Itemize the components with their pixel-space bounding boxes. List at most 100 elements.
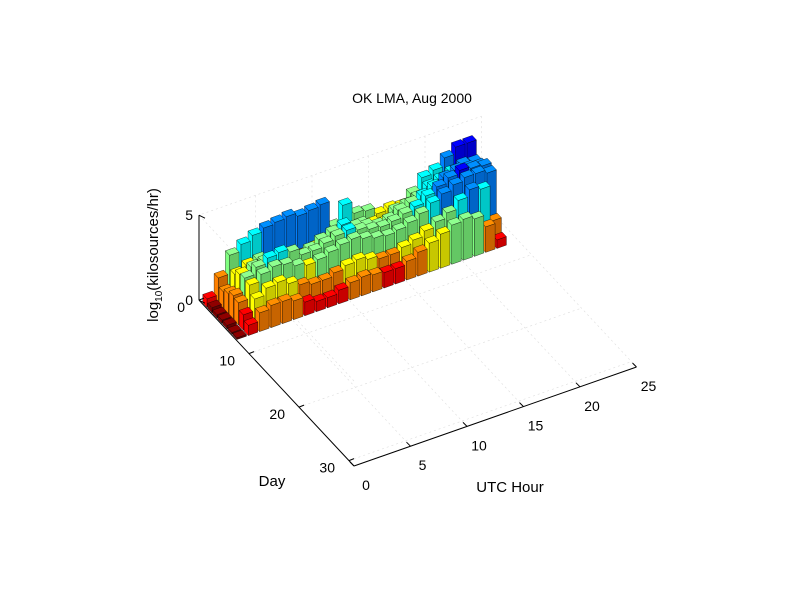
bar-face-top — [285, 244, 300, 253]
x-tick — [406, 441, 411, 447]
y-tick-label: 30 — [319, 460, 335, 476]
x-tick-label: 25 — [641, 378, 657, 394]
bar-face-top — [335, 236, 350, 246]
bar-face-top — [482, 165, 497, 174]
bar-face-top — [341, 222, 357, 231]
bar-face-top — [240, 270, 255, 279]
bar-face-top — [401, 253, 417, 262]
bar-face-top — [247, 227, 263, 236]
bar-face-top — [448, 176, 463, 186]
bar-face-top — [439, 149, 455, 159]
bar-face-top — [238, 306, 254, 316]
bar-face-top — [301, 257, 316, 266]
bar-face-top — [360, 203, 376, 212]
bar-face-top — [458, 211, 473, 220]
bar-face-top — [292, 208, 308, 217]
y-axis-line — [198, 299, 355, 467]
bar-face-top — [278, 256, 294, 266]
bar-face-top — [443, 169, 458, 179]
bar-face-top — [270, 214, 285, 223]
bar-face-top — [295, 276, 310, 286]
bar-face-top — [481, 218, 496, 228]
bar-face-top — [330, 228, 345, 237]
grid-line — [298, 307, 582, 408]
bar-face-top — [300, 294, 315, 303]
bar-face-top — [336, 217, 352, 226]
bar-face-top — [202, 290, 217, 300]
bar-face-top — [290, 257, 305, 267]
bar-face-top — [213, 269, 229, 279]
bar-face-top — [233, 294, 249, 304]
bar-face-top — [258, 220, 274, 229]
bar-face-top — [466, 160, 481, 169]
x-tick-label: 20 — [584, 398, 600, 414]
bar-face-top — [353, 221, 368, 231]
z-tick — [198, 299, 206, 304]
grid-line — [311, 175, 468, 427]
x-tick-label: 0 — [362, 477, 370, 493]
bar-face-top — [255, 304, 270, 314]
bar-face-top — [262, 250, 278, 259]
bar-face-top — [232, 329, 247, 339]
y-tick — [198, 297, 205, 301]
bar-face-top — [424, 235, 439, 244]
x-axis-line — [353, 366, 637, 467]
axes: 0 5 10 15 20 25 0 10 20 30 0 5 — [177, 207, 656, 493]
bar-face-top — [430, 214, 446, 223]
bar-face-front — [270, 301, 281, 328]
bar-face-top — [222, 317, 237, 326]
bar-face-top — [371, 205, 387, 215]
bar-face-top — [469, 210, 485, 220]
bar-face-top — [414, 205, 429, 215]
bar-face-top — [386, 213, 402, 222]
bar-face-top — [471, 165, 486, 174]
bar-face-top — [363, 251, 378, 260]
z-tick-label: 0 — [185, 292, 193, 308]
bar-face-front — [293, 297, 304, 320]
bar-face-top — [296, 246, 311, 256]
bar-face-top — [417, 169, 432, 179]
bar-face-top — [442, 204, 457, 214]
x-tick — [462, 422, 468, 427]
bar-face-top — [251, 259, 266, 268]
bar-face-top — [391, 222, 407, 231]
bar-face-top — [261, 280, 276, 289]
bar-face-top — [283, 275, 299, 285]
bar-face-top — [432, 178, 447, 188]
bar-face-top — [334, 282, 349, 291]
bar-face-top — [413, 244, 428, 253]
x-tick — [519, 402, 524, 407]
bar-face-top — [375, 219, 391, 228]
x-axis-label: UTC Hour — [476, 479, 544, 496]
y-tick — [298, 404, 305, 408]
bar-face-top — [345, 274, 360, 284]
bar-face-front — [372, 271, 383, 293]
bar-face-top — [349, 205, 364, 214]
bar-face-top — [304, 202, 319, 211]
bar-face-front — [428, 239, 439, 273]
bar-face-top — [272, 274, 288, 283]
y-tick-label: 10 — [219, 353, 235, 369]
bar-face-top — [454, 162, 470, 171]
bar — [232, 329, 247, 340]
bar — [334, 282, 349, 305]
bar — [243, 317, 259, 337]
y-tick-label: 20 — [269, 406, 285, 422]
bar-face-top — [425, 195, 441, 204]
bar-face-front — [417, 248, 428, 277]
bar-face-top — [398, 206, 413, 215]
bar-face-top — [311, 293, 326, 302]
bar-face-top — [319, 235, 334, 244]
bar-face-top — [307, 242, 323, 252]
bar-face-top — [315, 196, 330, 206]
bar — [255, 304, 270, 333]
y-tick — [348, 458, 355, 462]
x-tick — [632, 362, 637, 368]
bar-face-top — [250, 290, 265, 300]
bar — [222, 317, 237, 330]
y-axis-label: Day — [259, 473, 286, 490]
chart-title: OK LMA, Aug 2000 — [352, 90, 472, 106]
y-tick-label: 0 — [177, 299, 185, 315]
bar-face-top — [409, 198, 424, 208]
